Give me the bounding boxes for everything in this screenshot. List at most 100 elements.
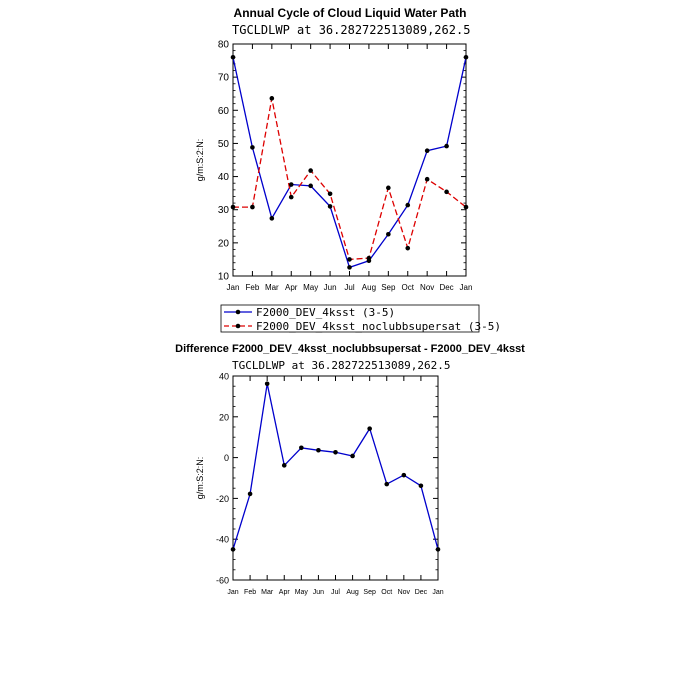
- x-tick-label: Mar: [265, 283, 279, 292]
- legend-label-series-1: F2000_DEV_4ksst (3-5): [256, 306, 395, 319]
- data-point-series-1: [333, 449, 338, 455]
- data-point-series-1: [384, 481, 390, 487]
- y-tick-label: 80: [218, 40, 230, 51]
- y-tick-label: -40: [216, 535, 229, 545]
- x-tick-label: Aug: [362, 283, 376, 292]
- x-tick-label: Oct: [381, 589, 392, 596]
- data-point-series-2: [250, 204, 255, 210]
- data-point-series-1: [401, 472, 407, 478]
- data-point-series-2: [463, 204, 469, 210]
- legend-marker-series-2: [235, 323, 241, 329]
- chart1-plot-frame: [232, 43, 467, 277]
- data-point-series-1: [405, 202, 411, 208]
- x-tick-label: Aug: [346, 589, 359, 596]
- data-point-series-2: [327, 191, 333, 197]
- chart-difference: Difference F2000_DEV_4ksst_noclubbsupers…: [175, 343, 525, 596]
- x-tick-label: Jul: [331, 589, 340, 596]
- x-tick-label: Dec: [415, 589, 428, 596]
- x-tick-label: Jun: [313, 589, 324, 596]
- x-tick-label: Nov: [398, 589, 411, 596]
- data-point-series-1: [424, 148, 430, 154]
- y-tick-label: 10: [218, 272, 230, 283]
- data-point-series-1: [230, 547, 236, 552]
- y-tick-label: 40: [219, 372, 229, 382]
- chart2-marks: [230, 381, 441, 552]
- data-point-series-1: [299, 445, 304, 451]
- y-tick-label: 40: [218, 172, 230, 183]
- data-point-series-1: [250, 145, 255, 150]
- y-tick-label: -60: [216, 576, 229, 586]
- data-point-series-1: [230, 54, 236, 60]
- data-point-series-1: [308, 183, 313, 189]
- x-tick-label: Jan: [227, 589, 238, 596]
- data-point-series-1: [367, 426, 372, 431]
- data-point-series-2: [269, 96, 275, 101]
- data-point-series-1: [281, 463, 287, 468]
- data-point-series-2: [386, 185, 391, 191]
- x-tick-label: Sep: [381, 283, 396, 292]
- chart1-legend: F2000_DEV_4ksst (3-5) F2000_DEV_4ksst_no…: [220, 304, 501, 333]
- x-tick-label: Dec: [439, 283, 453, 292]
- x-tick-label: Jan: [432, 589, 443, 596]
- x-tick-label: Oct: [402, 283, 415, 292]
- chart1-ylabel: g/m:S:2:N:: [195, 139, 205, 182]
- y-tick-label: 20: [219, 412, 229, 422]
- y-tick-label: -20: [216, 494, 229, 504]
- chart-annual-cycle: Annual Cycle of Cloud Liquid Water Path …: [195, 6, 501, 333]
- y-tick-label: 70: [218, 73, 230, 84]
- x-tick-label: Jan: [460, 283, 473, 292]
- x-tick-label: Nov: [420, 283, 434, 292]
- chart1-title: Annual Cycle of Cloud Liquid Water Path: [234, 6, 467, 20]
- chart2-axes: -60 -40 -20 0 20 40 Jan Feb Mar Apr May Jun Jul Aug Se…: [216, 372, 444, 597]
- x-tick-label: Apr: [285, 283, 298, 292]
- data-point-series-2: [230, 204, 236, 210]
- chart1-axes: 10 20 30 40 50 60 70 80 Jan Feb Mar Apr May Jun Jul Aug…: [218, 40, 473, 293]
- data-point-series-1: [463, 54, 469, 60]
- data-point-series-2: [366, 255, 372, 261]
- y-tick-label: 50: [218, 139, 230, 150]
- data-point-series-2: [308, 168, 313, 173]
- x-tick-label: Sep: [363, 589, 376, 596]
- legend-frame: [220, 304, 480, 333]
- data-point-series-2: [424, 176, 430, 182]
- series-line-2: [233, 98, 467, 261]
- y-tick-label: 60: [218, 106, 230, 117]
- series-line-1: [232, 383, 439, 550]
- x-tick-label: Apr: [279, 589, 291, 596]
- data-point-series-1: [327, 204, 333, 209]
- data-point-series-1: [269, 216, 275, 221]
- x-tick-label: Jun: [324, 283, 337, 292]
- data-point-series-2: [288, 194, 294, 200]
- x-tick-label: May: [295, 589, 309, 596]
- x-tick-label: Feb: [244, 589, 256, 596]
- data-point-series-1: [444, 143, 449, 149]
- chart1-subtitle: TGCLDLWP at 36.282722513089,262.5: [232, 23, 470, 37]
- legend-label-series-2: F2000_DEV_4ksst_noclubbsupersat (3-5): [256, 320, 501, 333]
- data-point-series-1: [316, 447, 321, 453]
- legend-marker-series-1: [235, 309, 241, 315]
- data-point-series-2: [444, 189, 449, 195]
- data-point-series-1: [264, 381, 270, 387]
- chart1-marks: [230, 54, 469, 270]
- data-point-series-1: [288, 182, 294, 187]
- chart2-title: Difference F2000_DEV_4ksst_noclubbsupers…: [175, 343, 525, 355]
- chart2-ylabel: g/m:S:2:N:: [195, 457, 205, 500]
- data-point-series-1: [418, 483, 424, 489]
- x-tick-label: Mar: [261, 589, 274, 596]
- data-point-series-1: [386, 231, 391, 237]
- data-point-series-2: [347, 257, 352, 262]
- x-tick-label: Feb: [246, 283, 260, 292]
- series-line-1: [232, 57, 467, 269]
- data-point-series-1: [350, 453, 355, 459]
- y-tick-label: 0: [224, 453, 229, 463]
- data-point-series-1: [435, 547, 441, 552]
- y-tick-label: 30: [218, 205, 230, 216]
- data-point-series-2: [405, 245, 411, 251]
- chart2-subtitle: TGCLDLWP at 36.282722513089,262.5: [232, 359, 451, 372]
- x-tick-label: Jul: [344, 283, 354, 292]
- x-tick-label: Jan: [227, 283, 240, 292]
- x-tick-label: May: [303, 283, 318, 292]
- data-point-series-1: [347, 265, 352, 270]
- y-tick-label: 20: [218, 238, 230, 249]
